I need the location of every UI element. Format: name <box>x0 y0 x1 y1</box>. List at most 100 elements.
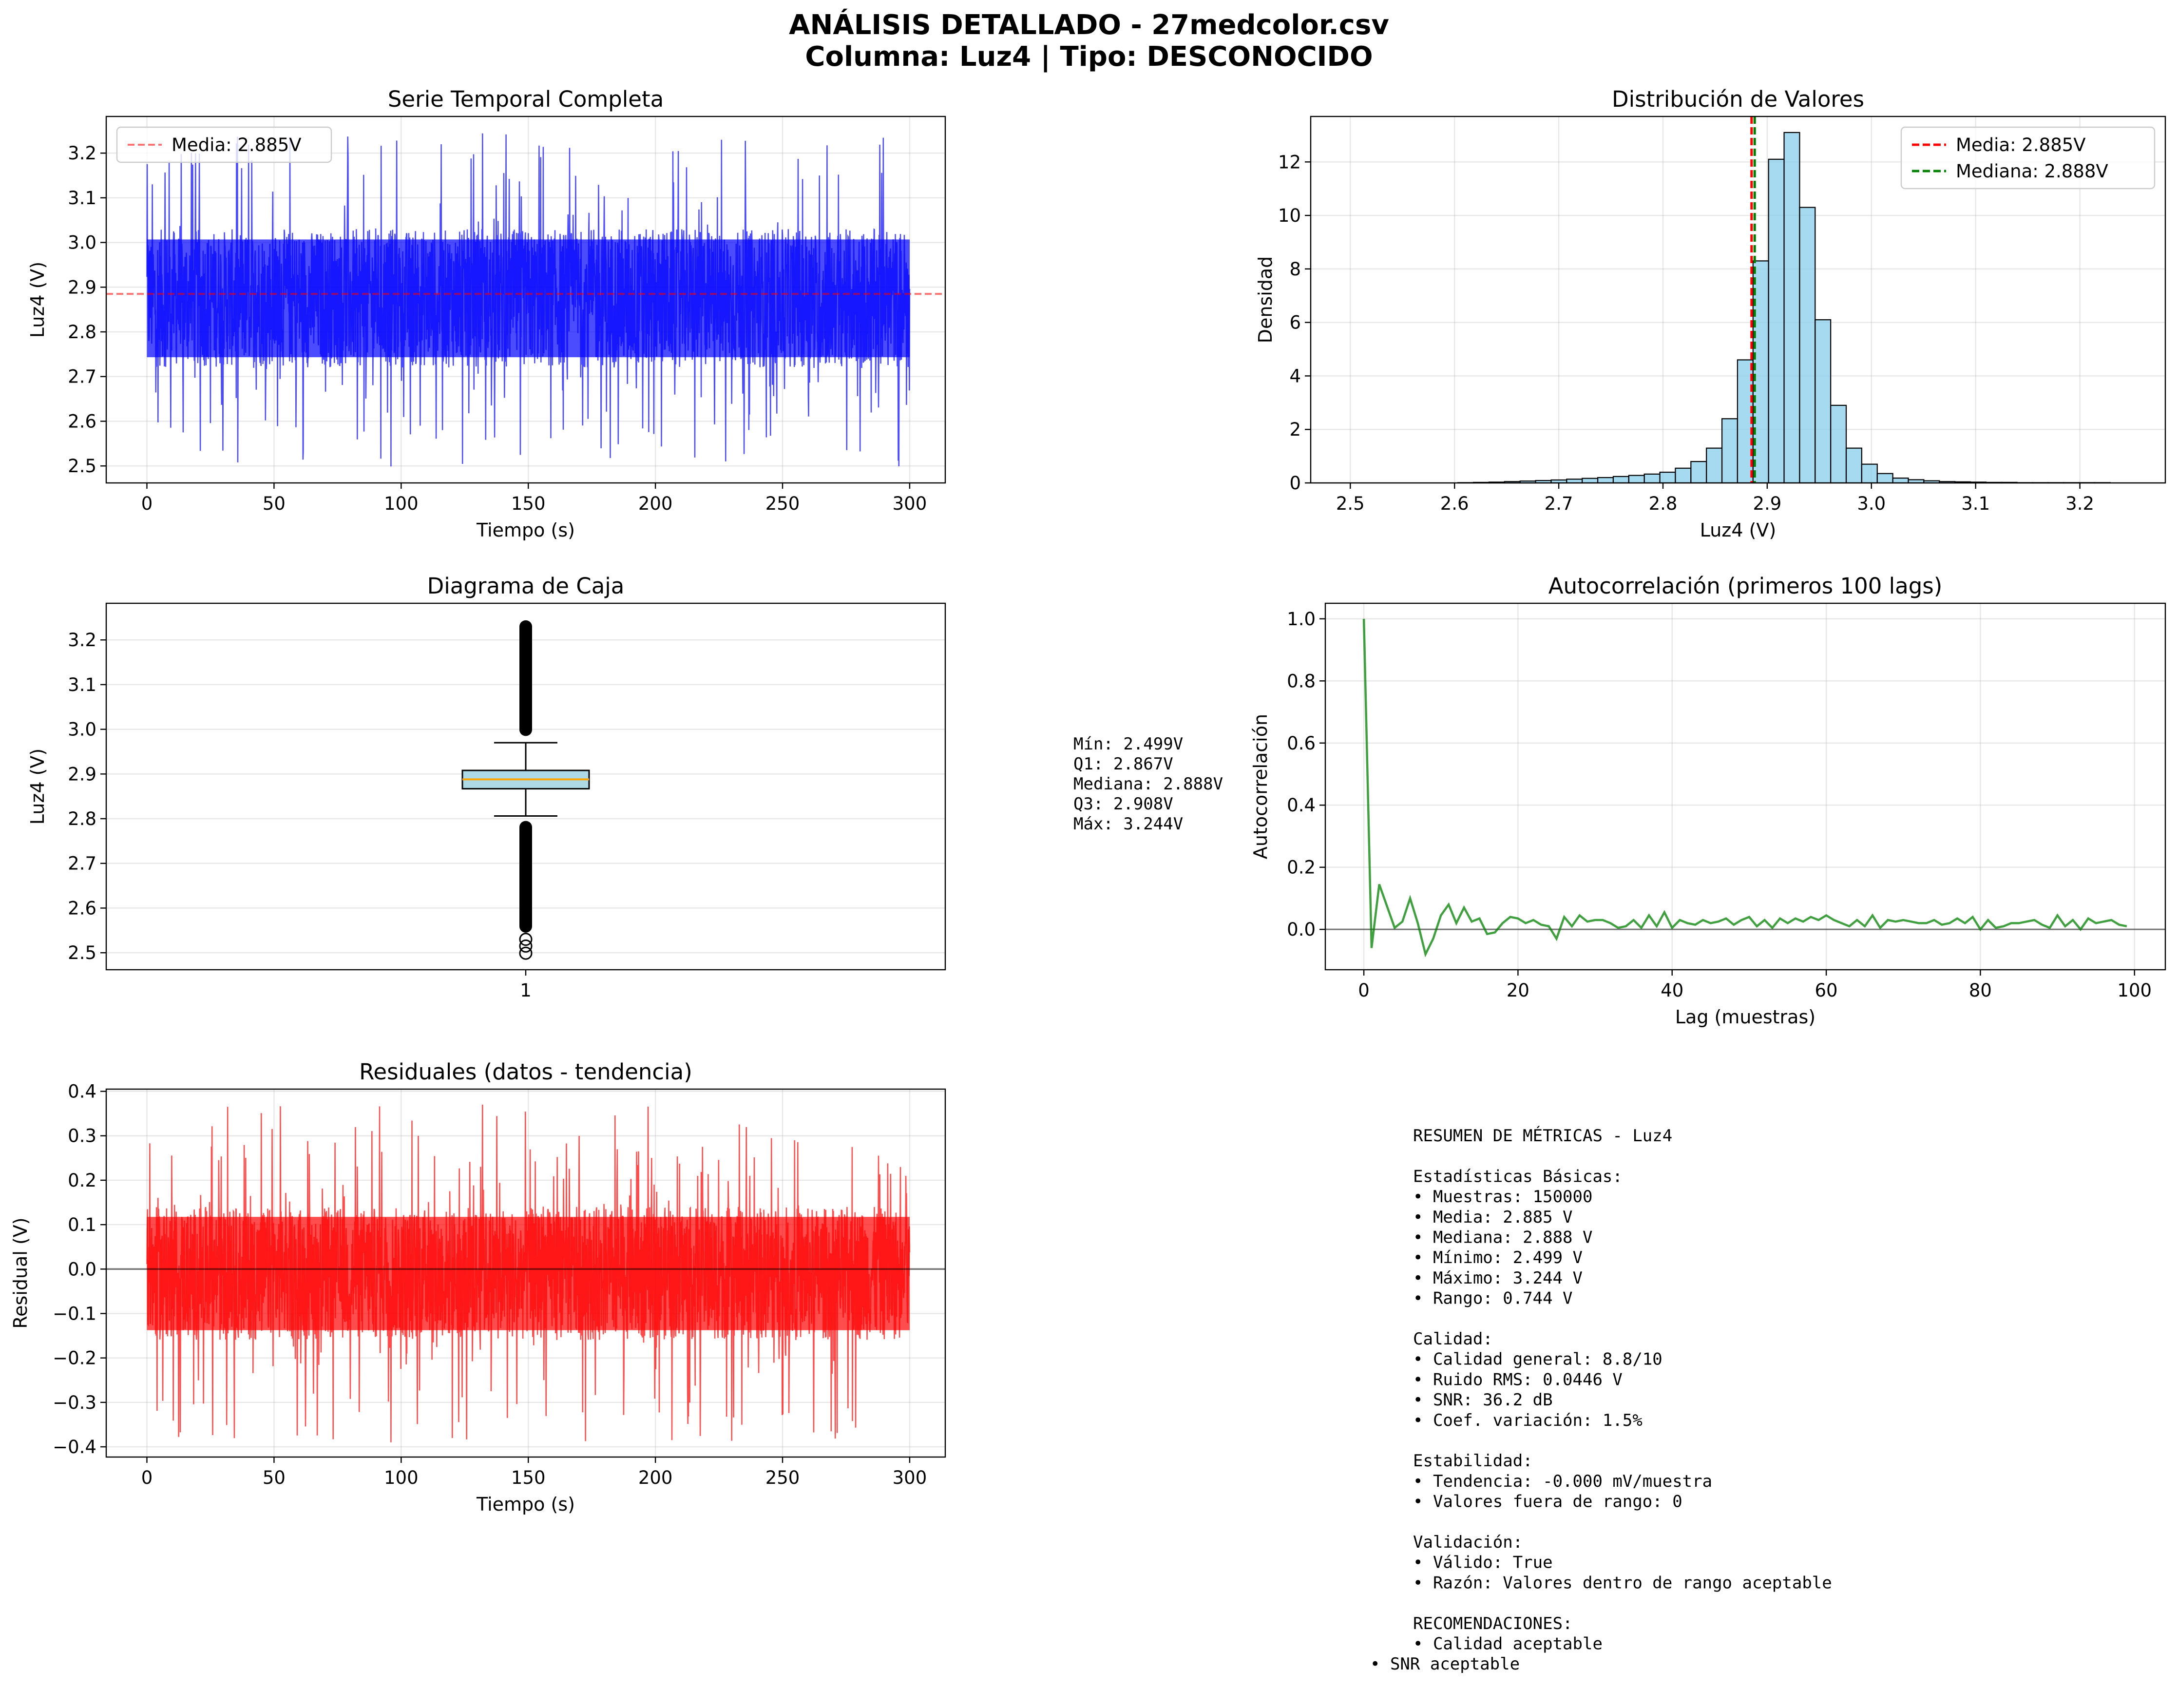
x-tick-label: 300 <box>893 493 927 514</box>
x-tick-label: 150 <box>511 1467 546 1488</box>
summary-line: RECOMENDACIONES: <box>1413 1614 1573 1633</box>
axes-title: Serie Temporal Completa <box>388 86 664 112</box>
y-tick-label: −0.3 <box>53 1392 96 1413</box>
x-tick-label: 100 <box>2117 980 2152 1001</box>
summary-line: • Muestras: 150000 <box>1413 1187 1592 1207</box>
histogram-bar <box>1799 207 1816 484</box>
y-tick-label: 0.8 <box>1287 671 1316 691</box>
x-tick-label: 60 <box>1815 980 1838 1001</box>
legend-label-mean: Media: 2.885V <box>1956 134 2086 155</box>
summary-line: • Rango: 0.744 V <box>1413 1289 1573 1308</box>
summary-line: Estabilidad: <box>1413 1451 1533 1471</box>
y-tick-label: 2.6 <box>68 898 96 919</box>
x-tick-label: 3.1 <box>1961 493 1990 514</box>
y-tick-label: 2.8 <box>68 808 96 829</box>
y-axis-label: Luz4 (V) <box>27 262 48 338</box>
x-tick-label: 2.9 <box>1753 493 1781 514</box>
x-axis-label: Luz4 (V) <box>1700 519 1776 541</box>
x-tick-label: 300 <box>893 1467 927 1488</box>
x-tick-label: 40 <box>1661 980 1683 1001</box>
y-tick-label: 4 <box>1289 365 1301 386</box>
histogram-bar <box>1690 461 1707 484</box>
summary-line: • Media: 2.885 V <box>1413 1208 1573 1227</box>
x-tick-label: 2.7 <box>1545 493 1573 514</box>
figure-title-line1: ANÁLISIS DETALLADO - 27medcolor.csv <box>789 9 1389 41</box>
axes-frame <box>105 1088 946 1458</box>
histogram-bar <box>1815 319 1832 484</box>
box-stat-line: Q3: 2.908V <box>1073 794 1173 814</box>
axes-frame <box>1324 602 2166 971</box>
histogram-bar <box>1752 260 1769 484</box>
box-stat-line: Mín: 2.499V <box>1073 734 1183 754</box>
y-tick-label: 10 <box>1278 205 1301 226</box>
y-tick-label: 3.1 <box>68 188 96 209</box>
y-tick-label: 2.5 <box>68 942 96 963</box>
box-stat-line: Mediana: 2.888V <box>1073 774 1223 794</box>
y-tick-label: 0.0 <box>68 1259 96 1280</box>
y-tick-label: −0.1 <box>53 1303 96 1324</box>
outliers-upper <box>519 620 532 736</box>
axes-title: Diagrama de Caja <box>427 573 625 599</box>
x-axis-label: Lag (muestras) <box>1675 1006 1815 1028</box>
histogram-bar <box>1612 476 1629 484</box>
axes-frame <box>1310 115 2166 484</box>
box-stat-line: Máx: 3.244V <box>1073 814 1183 834</box>
y-tick-label: 8 <box>1289 259 1301 280</box>
summary-line: • Máximo: 3.244 V <box>1413 1268 1583 1288</box>
x-tick-label: 0 <box>141 1467 153 1488</box>
residuals-chart: −0.4 −0.3 −0.2 −0.1 0.0 0.1 0.2 0.3 0.4 0 50 100 150… <box>10 1059 946 1515</box>
x-tick-label: 50 <box>263 1467 286 1488</box>
y-tick-label: 3.2 <box>68 630 96 651</box>
x-tick-label: 80 <box>1969 980 1992 1001</box>
outlier-point <box>519 946 533 960</box>
axes-title: Residuales (datos - tendencia) <box>359 1059 692 1085</box>
histogram-bar <box>1582 478 1599 484</box>
y-tick-label: 2.7 <box>68 366 96 387</box>
summary-line: • Ruido RMS: 0.0446 V <box>1413 1370 1623 1389</box>
histogram-bar <box>1845 447 1863 484</box>
x-tick-label: 200 <box>638 493 673 514</box>
y-tick-label: 3.0 <box>68 232 96 253</box>
summary-line: • Tendencia: -0.000 mV/muestra <box>1413 1472 1712 1491</box>
y-axis-label: Residual (V) <box>10 1217 31 1328</box>
histogram-bar <box>1706 447 1723 484</box>
y-tick-label: 2.7 <box>68 853 96 874</box>
histogram-chart: 0 2 4 6 8 10 12 2.5 2.6 2.7 2.8 2.9 3.0 3.1 3.2 Distrib… <box>1255 86 2166 541</box>
outliers-lower <box>519 821 532 933</box>
y-tick-label: 2.8 <box>68 322 96 343</box>
summary-line: • Mínimo: 2.499 V <box>1413 1248 1583 1267</box>
y-tick-label: 0.3 <box>68 1126 96 1147</box>
y-axis-label: Luz4 (V) <box>27 748 48 825</box>
box-plot-chart: 2.5 2.6 2.7 2.8 2.9 3.0 3.1 3.2 1 Diagrama de Caj… <box>27 573 946 1001</box>
x-axis-label: Tiempo (s) <box>476 1494 575 1515</box>
x-tick-label: 2.8 <box>1649 493 1678 514</box>
y-tick-label: 2 <box>1289 419 1301 440</box>
outlier-point <box>519 933 533 946</box>
y-tick-label: 0.1 <box>68 1214 96 1235</box>
summary-line: Validación: <box>1413 1533 1523 1552</box>
y-axis-label: Densidad <box>1255 256 1276 344</box>
y-tick-label: 0.6 <box>1287 733 1316 754</box>
y-tick-label: 1.0 <box>1287 609 1316 630</box>
y-axis-label: Autocorrelación <box>1250 714 1271 859</box>
axes-frame <box>105 602 946 971</box>
summary-line: • Valores fuera de rango: 0 <box>1413 1492 1682 1512</box>
summary-line: • SNR: 36.2 dB <box>1413 1390 1553 1410</box>
x-tick-label: 100 <box>384 1467 419 1488</box>
summary-line: Calidad: <box>1413 1329 1493 1349</box>
histogram-bar <box>1721 418 1739 484</box>
autocorrelation-chart: 0.0 0.2 0.4 0.6 0.8 1.0 0 20 40 60 80 100 Autocorrel… <box>1250 573 2166 1028</box>
outlier-point <box>519 939 533 953</box>
y-tick-label: 6 <box>1289 312 1301 333</box>
histogram-bar <box>1768 158 1785 484</box>
summary-line: • Calidad general: 8.8/10 <box>1413 1350 1662 1369</box>
box-stat-line: Q1: 2.867V <box>1073 754 1173 774</box>
histogram-bar <box>1861 463 1878 484</box>
y-tick-label: 0.0 <box>1287 919 1316 940</box>
summary-line: • Coef. variación: 1.5% <box>1413 1411 1643 1430</box>
x-axis-label: Tiempo (s) <box>476 519 575 541</box>
axes-title: Distribución de Valores <box>1612 86 1864 112</box>
histogram-bar <box>1830 404 1847 484</box>
axes-title: Autocorrelación (primeros 100 lags) <box>1548 573 1943 599</box>
